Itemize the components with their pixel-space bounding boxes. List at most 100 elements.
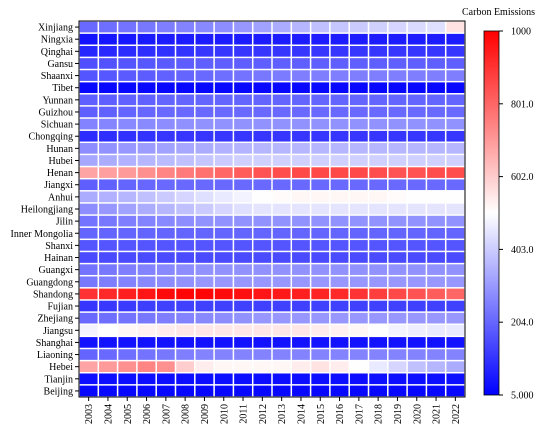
colorbar-tick-label: 204.0 — [511, 318, 534, 329]
heatmap-cell — [137, 203, 156, 215]
heatmap-cell — [330, 373, 349, 385]
heatmap-cell — [388, 312, 407, 324]
heatmap-cell — [234, 337, 252, 348]
heatmap-cell — [99, 373, 117, 385]
heatmap-cell — [446, 155, 465, 166]
heatmap-cell — [99, 58, 117, 69]
heatmap-cell — [427, 106, 445, 118]
heatmap-cell — [330, 179, 349, 191]
heatmap-cell — [118, 349, 137, 360]
heatmap-cell — [253, 252, 272, 263]
heatmap-cell — [369, 82, 388, 94]
heatmap-cell — [427, 33, 445, 45]
heatmap-cell — [118, 227, 137, 239]
heatmap-cell — [446, 276, 465, 288]
heatmap-cell — [99, 167, 117, 178]
heatmap-cell — [214, 21, 233, 33]
heatmap-cell — [330, 130, 349, 142]
heatmap-cell — [349, 300, 368, 312]
heatmap-cell — [79, 46, 98, 57]
heatmap-cell — [137, 312, 156, 324]
heatmap-cell — [369, 21, 388, 33]
heatmap-cell — [369, 240, 388, 251]
heatmap-cell — [349, 46, 368, 57]
x-tick-label: 2011 — [239, 404, 250, 424]
heatmap-cell — [349, 203, 368, 215]
heatmap-cell — [234, 33, 252, 45]
heatmap-cell — [195, 191, 214, 203]
heatmap-cell — [118, 118, 137, 130]
heatmap-cell — [330, 324, 349, 336]
heatmap-cell — [407, 21, 426, 33]
heatmap-cell — [292, 385, 310, 397]
heatmap-cell — [369, 252, 388, 263]
heatmap-cell — [99, 324, 117, 336]
heatmap-cell — [292, 288, 310, 300]
heatmap-cell — [214, 264, 233, 275]
heatmap-cell — [330, 252, 349, 263]
heatmap-cell — [311, 276, 330, 288]
heatmap-cell — [311, 300, 330, 312]
heatmap-cell — [214, 240, 233, 251]
heatmap-cell — [79, 324, 98, 336]
heatmap-cell — [407, 349, 426, 360]
heatmap-cell — [253, 46, 272, 57]
x-tick-label: 2007 — [161, 404, 172, 424]
heatmap-cell — [446, 179, 465, 191]
heatmap-cell — [99, 203, 117, 215]
heatmap-cell — [292, 179, 310, 191]
heatmap-cell — [137, 118, 156, 130]
heatmap-cell — [176, 324, 195, 336]
heatmap-cell — [388, 349, 407, 360]
heatmap-cell — [311, 155, 330, 166]
heatmap-cell — [388, 82, 407, 94]
heatmap-cell — [156, 130, 175, 142]
heatmap-cell — [446, 215, 465, 227]
heatmap-cell — [99, 227, 117, 239]
heatmap-cell — [272, 58, 291, 69]
heatmap-cell — [176, 70, 195, 81]
heatmap-cell — [137, 227, 156, 239]
heatmap-cell — [176, 215, 195, 227]
heatmap-cell — [388, 179, 407, 191]
heatmap-cell — [99, 21, 117, 33]
heatmap-cell — [253, 276, 272, 288]
heatmap-cell — [214, 300, 233, 312]
heatmap-cell — [388, 143, 407, 154]
heatmap-cell — [311, 191, 330, 203]
heatmap-cell — [388, 264, 407, 275]
heatmap-cell — [99, 264, 117, 275]
heatmap-cell — [446, 94, 465, 106]
heatmap-cell — [234, 312, 252, 324]
heatmap-cell — [349, 21, 368, 33]
heatmap-cell — [311, 143, 330, 154]
heatmap-cell — [446, 82, 465, 94]
heatmap-cell — [195, 227, 214, 239]
heatmap-cell — [253, 191, 272, 203]
heatmap-cell — [349, 33, 368, 45]
heatmap-cell — [176, 276, 195, 288]
heatmap-cell — [311, 215, 330, 227]
heatmap-cell — [234, 252, 252, 263]
heatmap-cell — [176, 118, 195, 130]
heatmap-cell — [176, 143, 195, 154]
heatmap-cell — [118, 264, 137, 275]
heatmap-cell — [369, 312, 388, 324]
heatmap-cell — [272, 337, 291, 348]
heatmap-cell — [253, 240, 272, 251]
heatmap-cell — [427, 252, 445, 263]
heatmap-cell — [446, 70, 465, 81]
heatmap-cell — [388, 33, 407, 45]
heatmap-cell — [292, 227, 310, 239]
heatmap-cell — [272, 21, 291, 33]
heatmap-cell — [195, 58, 214, 69]
heatmap-cell — [214, 94, 233, 106]
heatmap-cell — [234, 82, 252, 94]
heatmap-cell — [79, 179, 98, 191]
heatmap-cell — [79, 349, 98, 360]
heatmap-cell — [176, 46, 195, 57]
heatmap-cell — [253, 106, 272, 118]
heatmap-cell — [79, 215, 98, 227]
heatmap-cell — [214, 361, 233, 372]
heatmap-cell — [311, 130, 330, 142]
